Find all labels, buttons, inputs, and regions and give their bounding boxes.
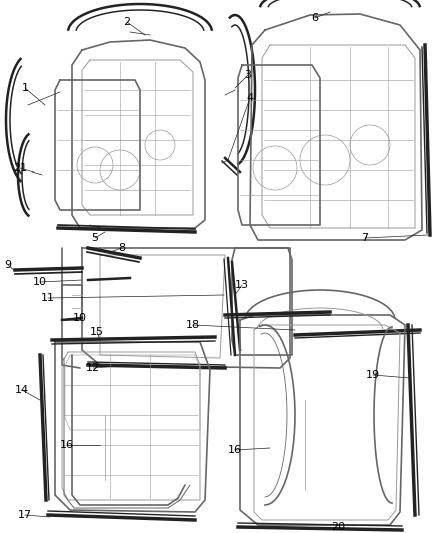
Text: 21: 21 bbox=[13, 163, 27, 173]
Text: 16: 16 bbox=[228, 445, 242, 455]
Text: 13: 13 bbox=[235, 280, 249, 290]
Text: 18: 18 bbox=[186, 320, 200, 330]
Text: 11: 11 bbox=[41, 293, 55, 303]
Text: 12: 12 bbox=[86, 363, 100, 373]
Text: 10: 10 bbox=[33, 277, 47, 287]
Text: 4: 4 bbox=[247, 93, 254, 103]
Text: 16: 16 bbox=[60, 440, 74, 450]
Text: 17: 17 bbox=[18, 510, 32, 520]
Text: 9: 9 bbox=[4, 260, 11, 270]
Text: 8: 8 bbox=[118, 243, 126, 253]
Text: 15: 15 bbox=[90, 327, 104, 337]
Text: 20: 20 bbox=[331, 522, 345, 532]
Text: 7: 7 bbox=[361, 233, 368, 243]
Text: 6: 6 bbox=[311, 13, 318, 23]
Text: 19: 19 bbox=[366, 370, 380, 380]
Text: 3: 3 bbox=[244, 70, 251, 80]
Text: 1: 1 bbox=[21, 83, 28, 93]
Text: 10: 10 bbox=[73, 313, 87, 323]
Text: 14: 14 bbox=[15, 385, 29, 395]
Text: 2: 2 bbox=[124, 17, 131, 27]
Text: 5: 5 bbox=[92, 233, 99, 243]
